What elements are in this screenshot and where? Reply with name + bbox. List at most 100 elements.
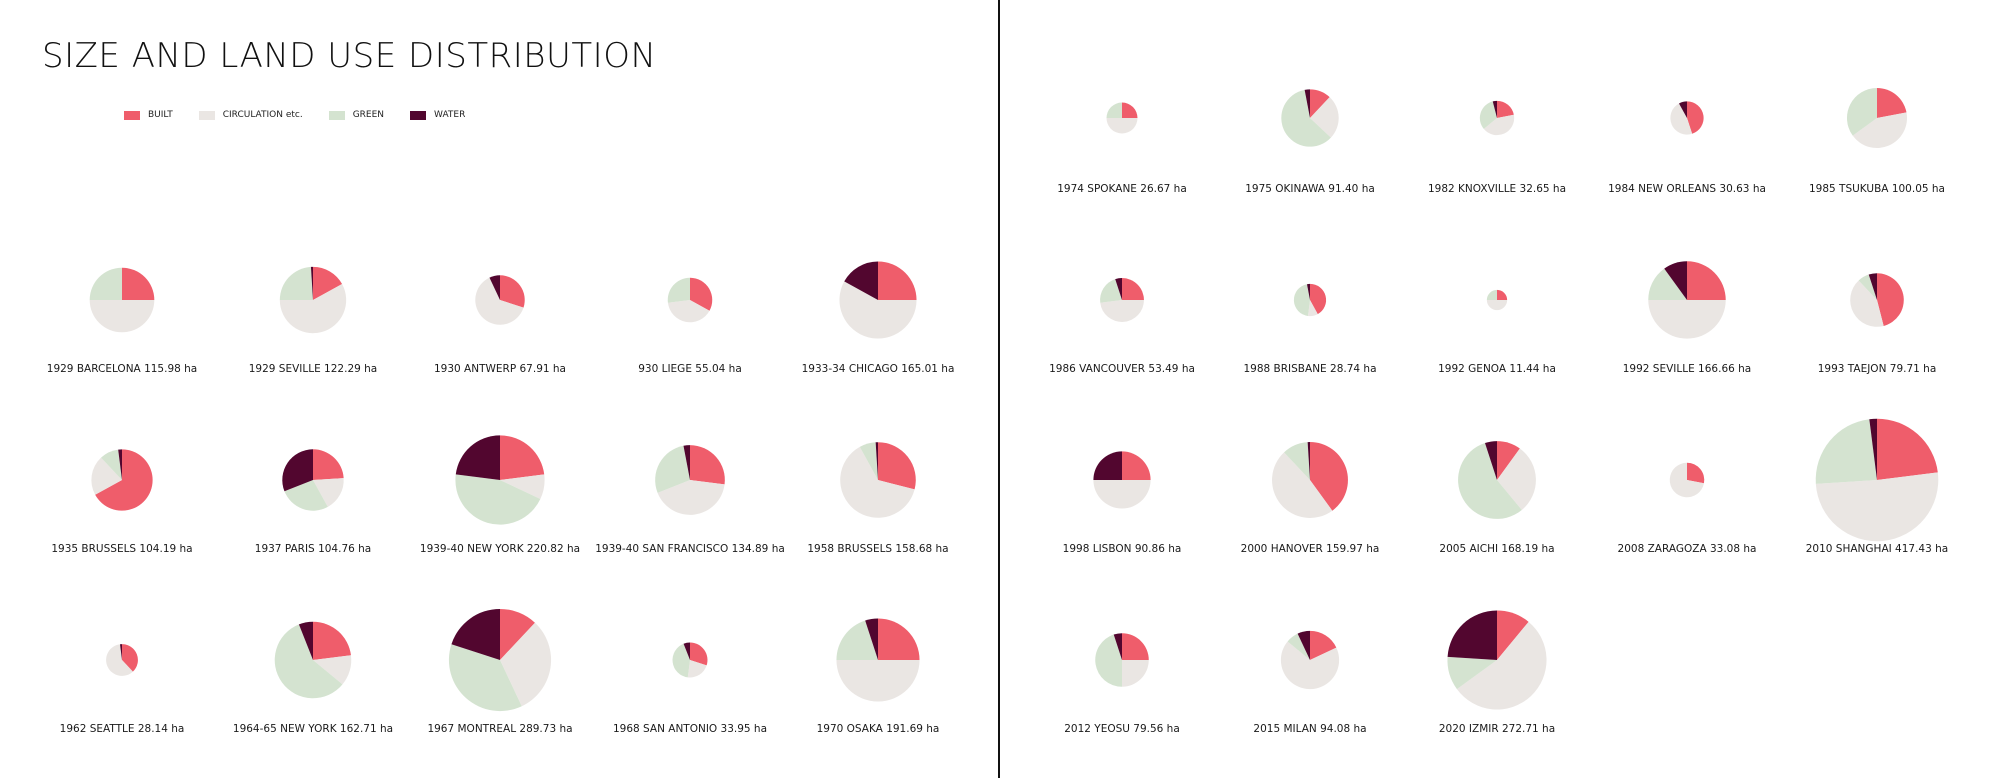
pie-9-slice-circulation <box>657 480 725 515</box>
pie-15-label: 1970 OSAKA 191.69 ha <box>817 723 940 735</box>
pie-15-slice-circulation <box>836 660 920 702</box>
pie-21-slice-water <box>1115 278 1122 300</box>
pie-4-slice-built <box>690 277 713 311</box>
pie-18-slice-green <box>1479 101 1497 129</box>
pie-4-slice-circulation <box>667 300 710 323</box>
pie-20-slice-circulation <box>1852 112 1908 149</box>
pie-32-slice-built <box>1310 630 1337 660</box>
pie-31-slice-circulation <box>1122 660 1149 687</box>
pie-4-slice-green <box>667 277 690 303</box>
legend-label-water: WATER <box>434 110 466 120</box>
pie-27: 2000 HANOVER 159.97 ha <box>1241 442 1379 555</box>
pie-1-slice-green <box>89 267 122 300</box>
pie-19-slice-water <box>1679 101 1687 118</box>
pie-6-label: 1935 BRUSSELS 104.19 ha <box>51 543 192 555</box>
pie-26-slice-water <box>1093 451 1122 480</box>
pie-17-slice-built <box>1310 89 1330 118</box>
pie-30-slice-water <box>1869 418 1877 480</box>
legend-item-built: BUILT <box>124 110 173 120</box>
pie-18-slice-circulation <box>1483 114 1515 136</box>
pie-17-slice-water <box>1304 89 1310 118</box>
pie-4-label: 930 LIEGE 55.04 ha <box>638 363 742 375</box>
pie-11-slice-water <box>120 644 122 660</box>
pie-9-slice-water <box>683 445 690 480</box>
pie-14: 1968 SAN ANTONIO 33.95 ha <box>613 642 767 735</box>
pie-11: 1962 SEATTLE 28.14 ha <box>60 644 184 735</box>
pie-19-slice-built <box>1687 101 1704 134</box>
pie-16-slice-circulation <box>1106 118 1138 134</box>
pie-12-label: 1964-65 NEW YORK 162.71 ha <box>233 723 393 735</box>
pie-30: 2010 SHANGHAI 417.43 ha <box>1806 418 1948 555</box>
pie-16: 1974 SPOKANE 26.67 ha <box>1057 102 1187 195</box>
panel-divider <box>998 0 1000 778</box>
pie-23-slice-circulation <box>1486 300 1508 311</box>
pie-5-slice-water <box>844 261 878 300</box>
pie-1-label: 1929 BARCELONA 115.98 ha <box>47 363 197 375</box>
pie-28-slice-water <box>1484 441 1497 480</box>
pie-32: 2015 MILAN 94.08 ha <box>1253 630 1367 735</box>
pie-12: 1964-65 NEW YORK 162.71 ha <box>233 621 393 735</box>
pie-32-slice-water <box>1297 630 1310 660</box>
pie-15-slice-green <box>836 620 878 660</box>
pie-12-slice-built <box>313 621 351 660</box>
pie-10-slice-green <box>859 442 878 480</box>
pie-31-slice-water <box>1113 633 1122 660</box>
pie-30-label: 2010 SHANGHAI 417.43 ha <box>1806 543 1948 555</box>
pie-1-slice-built <box>122 267 155 300</box>
pie-13-slice-green <box>448 644 522 712</box>
pie-2-slice-water <box>310 266 313 300</box>
pie-4: 930 LIEGE 55.04 ha <box>638 277 742 375</box>
pie-33-slice-green <box>1447 656 1497 690</box>
pie-20-slice-green <box>1846 87 1877 136</box>
pie-8-slice-green <box>455 474 541 525</box>
pie-13-label: 1967 MONTREAL 289.73 ha <box>427 723 572 735</box>
pie-3: 1930 ANTWERP 67.91 ha <box>434 275 566 375</box>
pie-19-label: 1984 NEW ORLEANS 30.63 ha <box>1608 183 1766 195</box>
pie-8-label: 1939-40 NEW YORK 220.82 ha <box>420 543 580 555</box>
pie-3-label: 1930 ANTWERP 67.91 ha <box>434 363 566 375</box>
pie-6-slice-built <box>95 449 153 511</box>
pie-24-label: 1992 SEVILLE 166.66 ha <box>1623 363 1751 375</box>
pie-10-label: 1958 BRUSSELS 158.68 ha <box>807 543 948 555</box>
pie-18-slice-built <box>1497 100 1514 118</box>
pie-15-slice-built <box>878 618 920 660</box>
pie-14-slice-built <box>690 642 708 666</box>
pie-25: 1993 TAEJON 79.71 ha <box>1818 273 1937 375</box>
pie-3-slice-circulation <box>475 277 524 325</box>
pie-29-slice-circulation <box>1669 462 1704 498</box>
pie-23-slice-green <box>1486 289 1497 300</box>
pie-26: 1998 LISBON 90.86 ha <box>1063 451 1181 555</box>
pie-14-label: 1968 SAN ANTONIO 33.95 ha <box>613 723 767 735</box>
pie-26-slice-built <box>1122 451 1151 480</box>
pie-8-slice-built <box>500 435 545 480</box>
pie-1: 1929 BARCELONA 115.98 ha <box>47 267 197 375</box>
pie-32-slice-green <box>1287 633 1310 660</box>
pie-18-slice-water <box>1492 100 1497 118</box>
pie-18: 1982 KNOXVILLE 32.65 ha <box>1428 100 1566 195</box>
pie-25-label: 1993 TAEJON 79.71 ha <box>1818 363 1937 375</box>
pie-19-slice-circulation <box>1670 103 1693 135</box>
pie-24-slice-circulation <box>1648 300 1726 339</box>
pie-24-slice-built <box>1687 261 1726 300</box>
pie-7: 1937 PARIS 104.76 ha <box>255 449 371 555</box>
pie-10-slice-water <box>875 442 878 480</box>
pie-13-slice-water <box>451 608 500 660</box>
pie-22-label: 1988 BRISBANE 28.74 ha <box>1243 363 1376 375</box>
pie-5-label: 1933-34 CHICAGO 165.01 ha <box>802 363 955 375</box>
pie-7-slice-green <box>284 480 328 511</box>
pie-32-label: 2015 MILAN 94.08 ha <box>1253 723 1366 735</box>
pie-22-slice-water <box>1306 283 1310 300</box>
pie-12-slice-green <box>274 624 343 699</box>
pie-12-slice-circulation <box>313 655 352 685</box>
pie-27-slice-built <box>1310 442 1348 511</box>
pie-17-slice-circulation <box>1310 97 1339 138</box>
pie-9-label: 1939-40 SAN FRANCISCO 134.89 ha <box>595 543 785 555</box>
pie-8-slice-circulation <box>500 474 545 499</box>
pie-15: 1970 OSAKA 191.69 ha <box>817 618 940 735</box>
pie-6: 1935 BRUSSELS 104.19 ha <box>51 449 193 555</box>
pie-6-slice-water <box>118 449 122 480</box>
pie-7-label: 1937 PARIS 104.76 ha <box>255 543 371 555</box>
page-title: SIZE AND LAND USE DISTRIBUTION <box>42 36 657 76</box>
legend-label-green: GREEN <box>352 110 385 120</box>
legend-swatch-green <box>328 110 345 120</box>
